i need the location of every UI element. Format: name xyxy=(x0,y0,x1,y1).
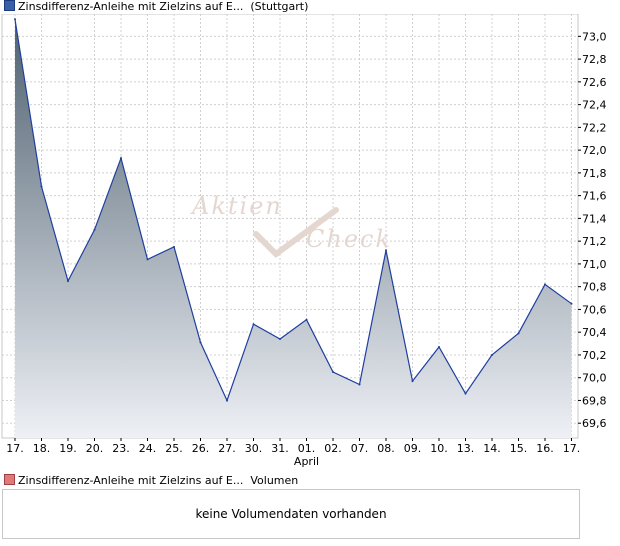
watermark-line2: Check xyxy=(306,225,392,253)
data-point xyxy=(332,371,334,374)
data-point xyxy=(279,338,281,341)
x-tick-label: 15. xyxy=(510,442,528,455)
data-point xyxy=(464,392,467,395)
data-point xyxy=(544,283,546,286)
data-point xyxy=(173,245,175,248)
volume-legend-label: Zinsdifferenz-Anleihe mit Zielzins auf E… xyxy=(18,474,244,487)
volume-panel: keine Volumendaten vorhanden xyxy=(2,489,580,539)
volume-legend-suffix: Volumen xyxy=(250,474,299,487)
data-point xyxy=(226,399,228,402)
watermark-check-icon xyxy=(253,207,339,258)
price-line xyxy=(14,19,572,403)
data-points xyxy=(14,18,573,402)
x-tick-label: 16. xyxy=(536,442,554,455)
x-tick-label: 31. xyxy=(271,442,289,455)
data-point xyxy=(252,323,255,326)
y-tick-label: 71,8 xyxy=(582,167,607,180)
volume-color-swatch xyxy=(4,474,15,485)
x-tick-label: 30. xyxy=(245,442,263,455)
y-tick-label: 70,4 xyxy=(582,326,607,339)
volume-chart-legend: Zinsdifferenz-Anleihe mit Zielzins auf E… xyxy=(4,474,298,488)
price-chart: Aktien Check 69,6 69,8 70,0 70,2 70,4 70,6 70,… xyxy=(1,14,607,468)
x-tick-label: 23. xyxy=(112,442,130,455)
y-tick-label: 72,2 xyxy=(582,121,607,134)
x-axis: 17. 18. 19. 20. 23. 24. 25. 26. 27. 30. 31. 01. 02. 0… xyxy=(6,438,580,468)
y-tick-label: 71,6 xyxy=(582,190,607,203)
x-tick-label: 17. xyxy=(6,442,24,455)
aktien-check-watermark: Aktien Check xyxy=(190,192,392,258)
main-legend-exchange: (Stuttgart) xyxy=(250,0,309,13)
data-point xyxy=(411,380,414,383)
main-legend-label: Zinsdifferenz-Anleihe mit Zielzins auf E… xyxy=(18,0,244,13)
x-tick-label: 20. xyxy=(86,442,104,455)
data-point xyxy=(199,341,202,344)
data-point xyxy=(40,185,43,188)
y-tick-label: 69,6 xyxy=(582,417,607,430)
watermark-line1: Aktien xyxy=(190,192,283,220)
x-tick-label: 26. xyxy=(192,442,210,455)
x-tick-label: 14. xyxy=(483,442,501,455)
price-area-fill xyxy=(15,19,572,439)
data-point xyxy=(491,353,493,356)
y-tick-label: 72,8 xyxy=(582,53,607,66)
data-point xyxy=(14,18,16,21)
y-tick-label: 70,6 xyxy=(582,303,607,316)
data-point xyxy=(517,332,520,335)
x-tick-label: 17. xyxy=(563,442,581,455)
y-tick-label: 73,0 xyxy=(582,30,607,43)
data-point xyxy=(570,302,573,305)
y-tick-label: 69,8 xyxy=(582,394,607,407)
data-point xyxy=(438,345,440,348)
no-volume-message: keine Volumendaten vorhanden xyxy=(195,507,387,521)
y-tick-label: 71,4 xyxy=(582,212,607,225)
y-tick-label: 72,4 xyxy=(582,99,607,112)
x-tick-label: 02. xyxy=(324,442,342,455)
x-tick-label: 13. xyxy=(457,442,475,455)
y-tick-label: 71,0 xyxy=(582,258,607,271)
y-tick-label: 71,2 xyxy=(582,235,607,248)
y-axis: 69,6 69,8 70,0 70,2 70,4 70,6 70,8 71,0 71,2 71,4… xyxy=(578,30,607,430)
data-point xyxy=(120,157,122,160)
main-chart-legend: Zinsdifferenz-Anleihe mit Zielzins auf E… xyxy=(4,0,308,14)
x-tick-label: 24. xyxy=(139,442,157,455)
data-point xyxy=(67,279,69,282)
x-tick-label: 01. xyxy=(298,442,316,455)
x-month-label: April xyxy=(294,455,319,468)
y-tick-label: 70,2 xyxy=(582,349,607,362)
data-point xyxy=(358,383,361,386)
data-point xyxy=(305,318,308,321)
series-color-swatch xyxy=(4,0,15,11)
x-tick-label: 09. xyxy=(404,442,422,455)
data-point xyxy=(385,249,387,252)
y-tick-label: 72,0 xyxy=(582,144,607,157)
x-tick-label: 08. xyxy=(377,442,395,455)
x-tick-label: 25. xyxy=(165,442,183,455)
x-tick-label: 07. xyxy=(351,442,369,455)
x-tick-label: 10. xyxy=(430,442,448,455)
y-tick-label: 72,6 xyxy=(582,76,607,89)
data-point xyxy=(146,258,149,261)
x-tick-label: 19. xyxy=(59,442,77,455)
y-tick-label: 70,0 xyxy=(582,372,607,385)
y-tick-label: 70,8 xyxy=(582,281,607,294)
data-point xyxy=(93,228,96,231)
x-tick-label: 18. xyxy=(33,442,51,455)
x-tick-label: 27. xyxy=(218,442,236,455)
